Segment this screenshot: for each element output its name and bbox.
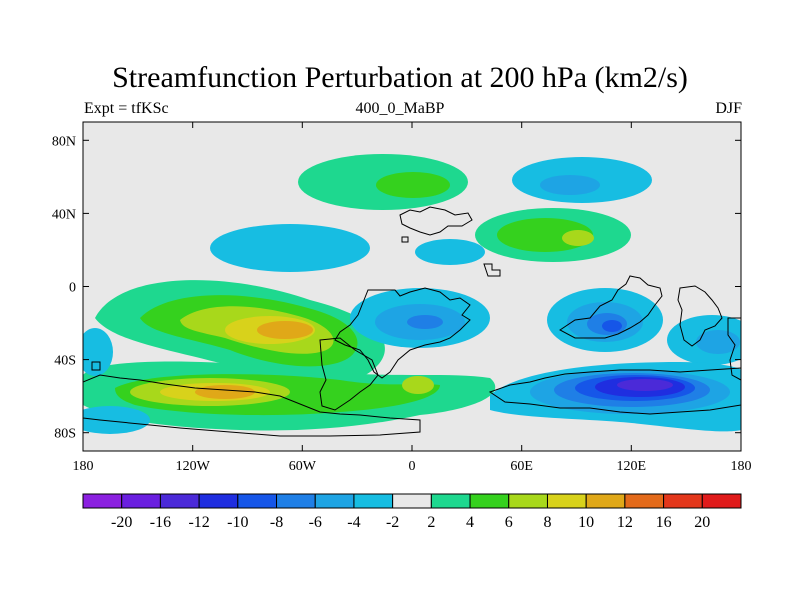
colorbar-swatch	[392, 493, 432, 509]
colorbar-label: -4	[347, 514, 360, 531]
colorbar-swatch	[159, 493, 200, 509]
contour-fill	[195, 385, 255, 399]
colorbar-swatch	[430, 493, 471, 509]
lat-label: 40S	[54, 354, 76, 369]
colorbar: -20 -16 -12 -10 -8 -6 -4 -2 2 4 6 8 10 12 16 20	[82, 493, 742, 531]
colorbar-swatch	[314, 493, 355, 509]
contour-fill	[257, 321, 313, 339]
colorbar-label: -16	[150, 514, 171, 531]
colorbar-swatch	[546, 493, 587, 509]
axis-ticks	[82, 122, 742, 451]
colorbar-swatch	[198, 493, 239, 509]
coastline	[483, 263, 501, 277]
colorbar-swatch	[82, 493, 123, 509]
map-title: Streamfunction Perturbation at 200 hPa (…	[112, 61, 688, 94]
contour-fill	[540, 175, 600, 195]
colorbar-label: 6	[505, 514, 513, 531]
colorbar-label: 4	[466, 514, 474, 531]
colorbar-label: -2	[386, 514, 399, 531]
coastline	[91, 361, 101, 371]
colorbar-label: -6	[309, 514, 322, 531]
colorbar-swatch	[469, 493, 510, 509]
colorbar-label: -12	[188, 514, 209, 531]
contour-fill	[415, 239, 485, 265]
map-panel: 80N 40N 0 40S 80S 180 120W 60W 0 60E 120…	[52, 121, 752, 474]
coastline	[83, 374, 421, 437]
colorbar-swatch	[276, 493, 316, 509]
colorbar-label: -8	[270, 514, 283, 531]
lat-label: 80N	[52, 134, 76, 149]
lon-label: 60E	[510, 459, 533, 474]
lat-label: 80S	[54, 427, 76, 442]
contour-fills	[83, 154, 741, 434]
lon-label: 120W	[176, 459, 211, 474]
contour-fill	[210, 224, 370, 272]
coastline	[401, 236, 409, 243]
colorbar-label: 10	[578, 514, 594, 531]
contour-fill	[562, 230, 594, 246]
period-label: 400_0_MaBP	[355, 100, 445, 117]
contour-fill	[602, 320, 622, 332]
contour-fill	[617, 379, 673, 391]
colorbar-swatch	[624, 493, 665, 509]
colorbar-swatch	[508, 493, 548, 509]
coastlines	[83, 206, 741, 437]
coastline	[488, 367, 741, 415]
lon-label: 60W	[289, 459, 317, 474]
coastline	[334, 287, 471, 379]
colorbar-swatch	[663, 493, 703, 509]
colorbar-label: 8	[543, 514, 551, 531]
colorbar-swatch	[701, 493, 742, 509]
coastline	[399, 206, 473, 236]
lat-label: 0	[69, 281, 76, 296]
colorbar-label: 16	[656, 514, 672, 531]
contour-fill	[402, 376, 434, 394]
contour-fill	[83, 406, 150, 434]
experiment-label: Expt = tfKSc	[84, 100, 169, 117]
colorbar-label: 2	[427, 514, 435, 531]
colorbar-swatch	[585, 493, 626, 509]
colorbar-label: 12	[617, 514, 633, 531]
contour-fill	[407, 315, 443, 329]
colorbar-label: -20	[111, 514, 132, 531]
coastline	[559, 275, 663, 339]
lon-label: 180	[73, 459, 94, 474]
colorbar-label: 20	[694, 514, 710, 531]
lon-label: 120E	[617, 459, 647, 474]
colorbar-swatch	[353, 493, 394, 509]
coastline	[677, 285, 723, 347]
contour-fill	[83, 328, 113, 376]
coastline	[319, 337, 379, 411]
colorbar-swatch	[121, 493, 161, 509]
lon-label: 180	[731, 459, 752, 474]
lon-label: 0	[409, 459, 416, 474]
lat-label: 40N	[52, 207, 76, 222]
contour-fill	[376, 172, 450, 198]
colorbar-label: -10	[227, 514, 248, 531]
season-label: DJF	[715, 100, 742, 117]
colorbar-swatch	[237, 493, 278, 509]
coastline	[727, 317, 741, 381]
